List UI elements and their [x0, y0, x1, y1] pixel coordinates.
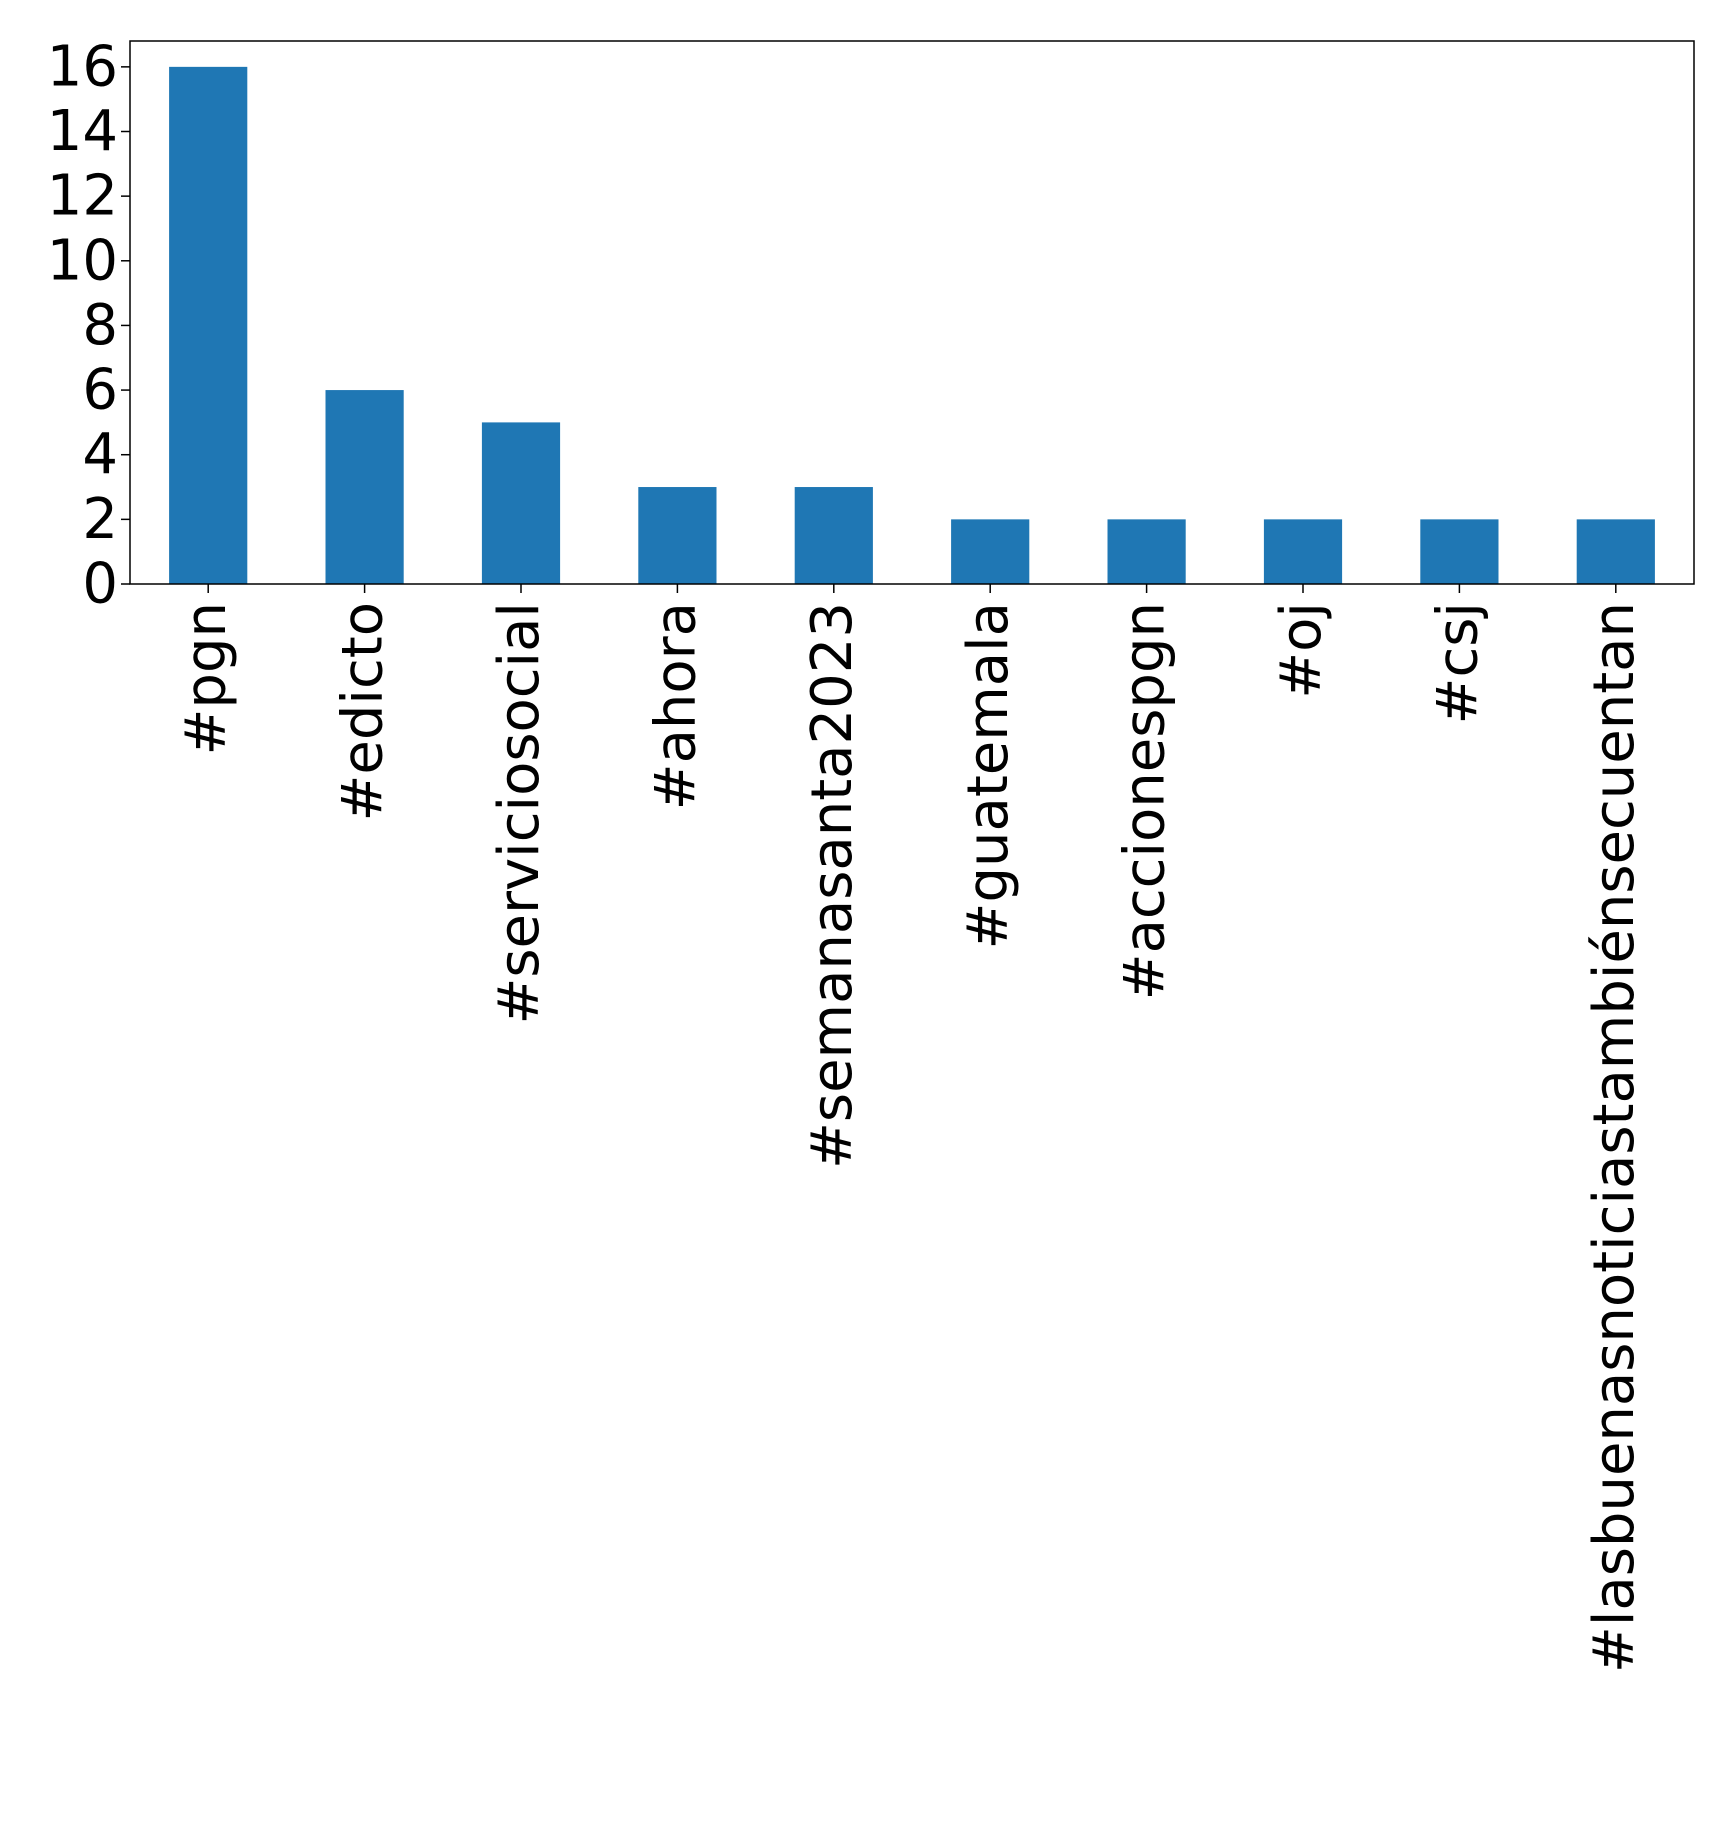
y-tick-label-5: 10	[47, 228, 118, 293]
y-tick-label-1: 2	[82, 487, 118, 552]
x-tick-label-8: #csj	[1425, 602, 1490, 724]
x-axis: #pgn #edicto #serviciosocial #ahora #semanas…	[174, 584, 1647, 1673]
bar-7	[1263, 519, 1343, 584]
bar-9	[1576, 519, 1655, 584]
y-tick-label-7: 14	[47, 99, 118, 164]
y-tick-label-2: 4	[82, 422, 118, 487]
y-tick-label-6: 12	[47, 164, 118, 229]
x-tick-label-7: #oj	[1269, 602, 1334, 699]
bar-4	[794, 487, 873, 584]
x-tick-label-2: #serviciosocial	[487, 602, 552, 1025]
bar-6	[1107, 519, 1186, 584]
bar-8	[1420, 519, 1499, 584]
bars-group	[169, 66, 1655, 585]
y-tick-label-8: 16	[47, 34, 118, 99]
plot-frame	[129, 40, 1695, 585]
x-tick-label-5: #guatemala	[956, 602, 1021, 949]
y-tick-label-3: 6	[82, 358, 118, 423]
x-tick-label-0: #pgn	[174, 602, 239, 756]
y-tick-label-0: 0	[82, 552, 118, 617]
bar-2	[481, 422, 561, 584]
bar-1	[325, 390, 404, 584]
x-tick-label-6: #accionespgn	[1113, 602, 1178, 1000]
bar-5	[951, 519, 1030, 584]
x-tick-label-3: #ahora	[643, 602, 708, 810]
y-tick-label-4: 8	[82, 293, 118, 358]
bar-0	[169, 66, 248, 585]
x-tick-label-4: #semanasanta2023	[800, 602, 865, 1169]
x-tick-label-1: #edicto	[331, 602, 396, 822]
bar-3	[638, 487, 717, 584]
x-tick-label-9: #lasbuenasnoticiastambiénsecuentan	[1582, 602, 1647, 1673]
